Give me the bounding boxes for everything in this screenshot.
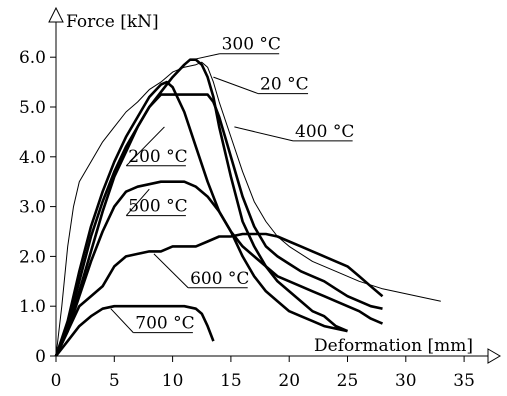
curve-label-500-c: 500 °C [128, 197, 187, 217]
series-line-20-c [55, 61, 441, 357]
x-tick-label: 30 [395, 371, 417, 391]
y-tick-label: 2.0 [19, 247, 46, 267]
label-pointer-20-c [213, 76, 259, 95]
series-line-400-c [54, 93, 383, 357]
label-pointer-600-c [153, 253, 189, 289]
y-tick-label: 1.0 [19, 297, 46, 317]
x-tick-label: 35 [453, 371, 475, 391]
y-tick-label: 5.0 [19, 98, 46, 118]
y-tick-label: 0 [35, 347, 46, 367]
x-tick-label: 20 [278, 371, 300, 391]
y-tick-label: 6.0 [19, 48, 46, 68]
series-line-600-c [54, 232, 384, 357]
series-line-300-c [54, 58, 349, 357]
x-tick-label: 25 [337, 371, 359, 391]
ticks-layer: 0 5 10 15 20 25 30 35 0 1.0 2.0 3.0 4.0 5.0 6.0 [19, 48, 475, 391]
curve-label-400-c: 400 °C [295, 122, 354, 142]
label-pointer-700-c [110, 308, 134, 333]
y-axis-arrow-icon [48, 6, 64, 23]
y-tick-label: 4.0 [19, 148, 46, 168]
curve-label-600-c: 600 °C [190, 269, 249, 289]
x-tick-label: 10 [162, 371, 184, 391]
curve-labels-layer: 20 °C 300 °C 400 °C 200 °C 500 °C 600 °C 700 °… [110, 35, 354, 334]
label-pointer-300-c [192, 53, 220, 61]
x-axis-arrow-icon [487, 348, 501, 364]
axes-layer: Force [kN] Deformation [mm] [48, 6, 501, 364]
series-line-500-c [54, 180, 348, 357]
label-pointer-500-c [125, 188, 150, 216]
y-axis-label: Force [kN] [66, 12, 159, 32]
curves-layer [54, 58, 441, 357]
curve-label-200-c: 200 °C [128, 147, 187, 167]
curve-label-300-c: 300 °C [222, 35, 281, 55]
x-tick-label: 0 [51, 371, 62, 391]
x-tick-label: 15 [220, 371, 242, 391]
curve-label-20-c: 20 °C [260, 75, 309, 95]
y-tick-label: 3.0 [19, 198, 46, 218]
curve-label-700-c: 700 °C [135, 314, 194, 334]
x-tick-label: 5 [109, 371, 120, 391]
label-pointer-400-c [234, 126, 294, 142]
label-pointer-200-c [125, 126, 165, 167]
x-axis-label: Deformation [mm] [314, 336, 473, 356]
series-line-700-c [54, 304, 215, 357]
series-line-200-c [54, 80, 384, 357]
